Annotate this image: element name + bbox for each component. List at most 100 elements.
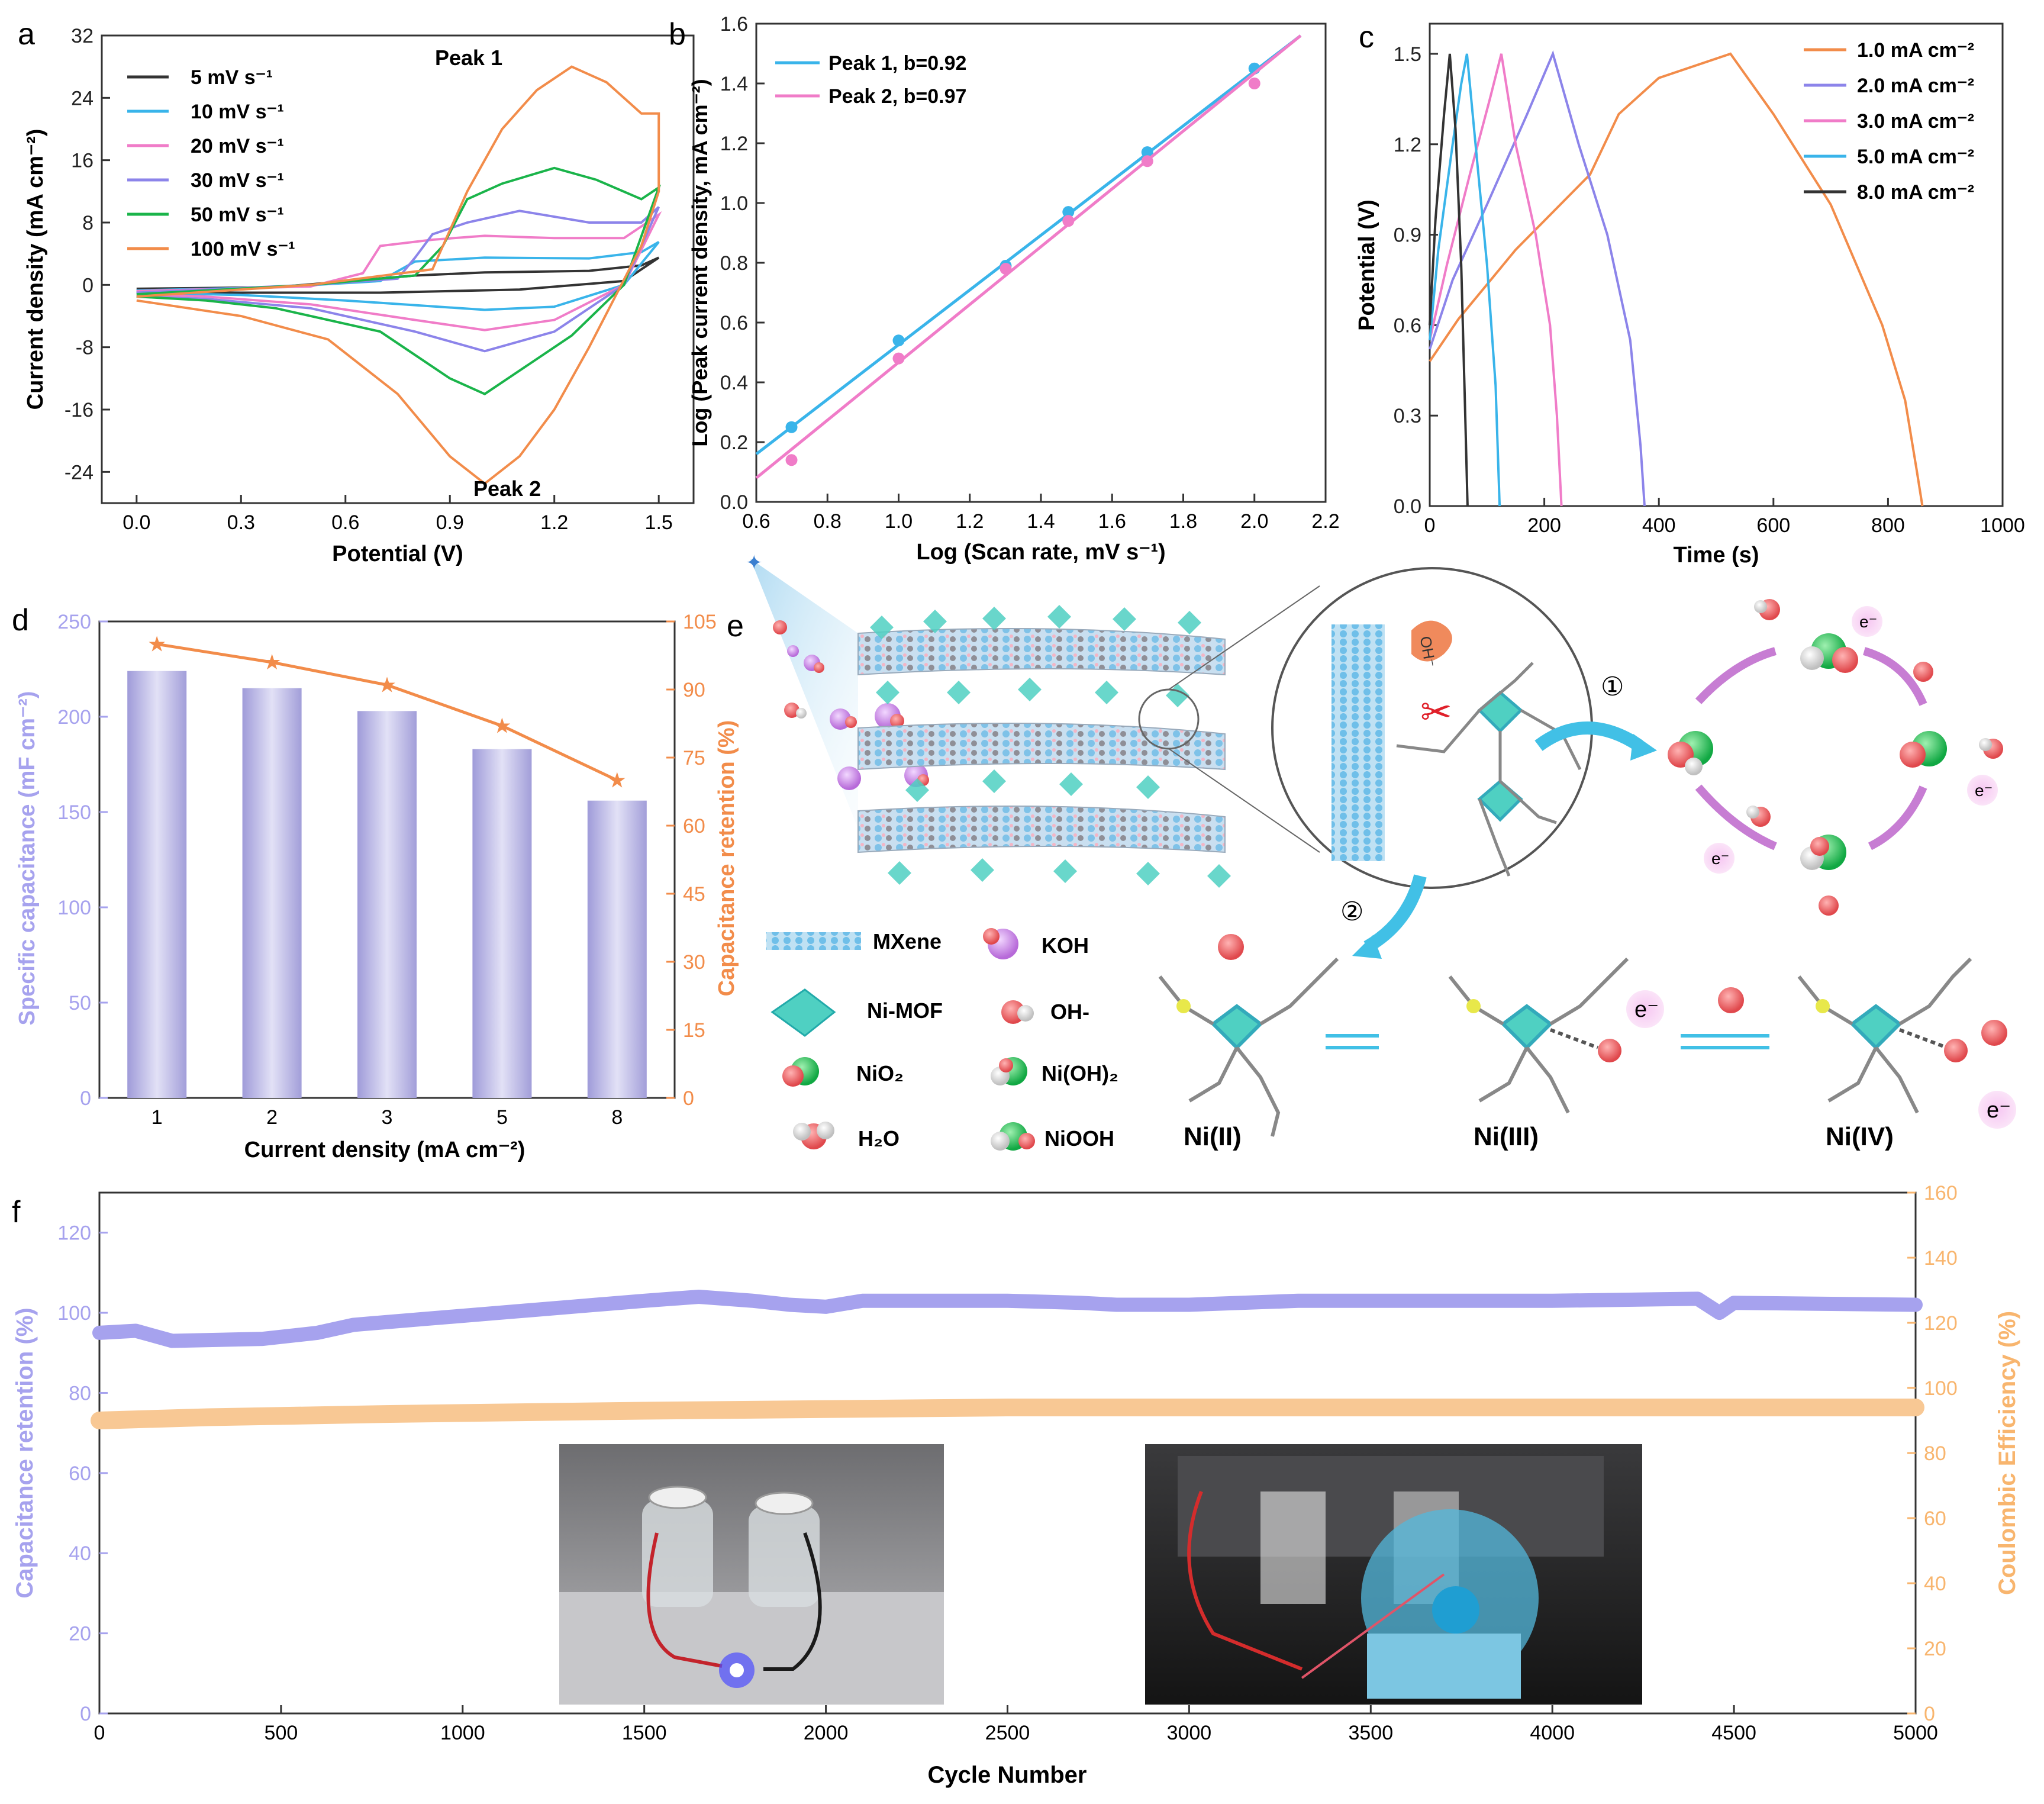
chart-d-x-tick-label: 3: [382, 1106, 393, 1129]
photo-fan-device: [1145, 1444, 1642, 1705]
panel-a: a 0.0 0.3 0.6 0.9 1.2 1.5 -24 -16 -8 0 8 16 24 32 5 m…: [18, 17, 695, 566]
chart-a-ylabel: Current density (mA cm⁻²): [23, 129, 48, 410]
panel-e: e ✦: [727, 552, 2016, 1151]
chart-b-ylabel: Log (Peak current density, mA cm⁻²): [688, 79, 712, 446]
chart-b-y-tick-label: 0.6: [720, 312, 748, 334]
legend-c-label-0: 1.0 mA cm⁻²: [1857, 39, 1974, 62]
chart-a-y-tick-label: 16: [71, 150, 94, 172]
data-point-0-4: [1141, 146, 1153, 159]
chart-b-x-tick-label: 1.0: [885, 510, 913, 533]
legend-a-label-1: 10 mV s⁻¹: [191, 101, 284, 123]
chart-f-y2-tick-label: 20: [1924, 1638, 1946, 1660]
legend-b-label-1: Peak 2, b=0.97: [828, 85, 966, 108]
chart-b-plot: [755, 34, 1302, 479]
legend-koh: KOH: [1042, 933, 1089, 958]
chart-f-x-tick-label: 1000: [440, 1722, 485, 1744]
chart-d-y-tick-label: 250: [57, 611, 91, 633]
chart-b-x-tick-label: 1.2: [956, 510, 984, 533]
chart-a-x-tick-label: 0.0: [122, 511, 150, 534]
chart-d-y-tick-label: 0: [80, 1087, 91, 1110]
chart-f-y2-tick-label: 60: [1924, 1507, 1946, 1530]
chart-c-y-tick-label: 1.2: [1394, 134, 1421, 156]
redox-cycle: e⁻ e⁻ e⁻: [1668, 599, 2003, 916]
panel-label-d: d: [12, 603, 29, 637]
chart-f-x-tick-label: 1500: [622, 1722, 667, 1744]
capacitance-bar-5: [472, 749, 532, 1098]
chart-d-x-tick-label: 5: [497, 1106, 508, 1129]
panel-b: b 0.6 0.8 1.0 1.2 1.4 1.6 1.8 2.0 2.20.00.20.40.…: [669, 13, 1340, 565]
legend-mxene-icon: [766, 932, 861, 950]
chart-b-x-tick-label: 1.4: [1027, 510, 1055, 533]
legend-h2o-icon: [793, 1122, 834, 1149]
chart-f-x-tick-label: 2500: [985, 1722, 1030, 1744]
chart-d-y2-tick-label: 15: [683, 1019, 705, 1042]
legend-a-label-3: 30 mV s⁻¹: [191, 169, 284, 192]
step1-arrow: [1534, 721, 1643, 752]
panel-c: c 0 200 400 600 800 1000 0.0 0.3 0.6 0.9 1.2 1.5 1.…: [1355, 20, 2025, 568]
chart-a-y-tick-label: 0: [82, 274, 94, 297]
chart-b-x-tick-label: 1.8: [1169, 510, 1197, 533]
retention-marker-2: ★: [378, 672, 396, 697]
chart-f-x-tick-label: 4000: [1530, 1722, 1575, 1744]
chart-d-y2label: Capacitance retention (%): [714, 720, 739, 997]
legend-c-label-1: 2.0 mA cm⁻²: [1857, 75, 1974, 97]
chart-b-y-tick-label: 1.2: [720, 133, 748, 155]
chart-a-x-tick-label: 0.9: [436, 511, 464, 534]
state-ni2: Ni(II): [1184, 1122, 1242, 1151]
step1-label: ①: [1601, 672, 1624, 701]
chart-a-x-tick-label: 1.5: [645, 511, 673, 534]
gcd-curve-4: [1429, 53, 1469, 507]
capacitance-bar-1: [127, 671, 187, 1098]
chart-c-y-tick-label: 1.5: [1394, 43, 1421, 66]
chart-f-y2-tick-label: 100: [1924, 1377, 1958, 1400]
chart-a-y-tick-label: -24: [65, 461, 94, 484]
chart-d-x-tick-label: 8: [611, 1106, 623, 1129]
retention-marker-0: ★: [147, 632, 166, 656]
capacitance-bar-3: [357, 711, 417, 1098]
data-point-0-0: [785, 421, 798, 433]
chart-d-y2-tick-label: 90: [683, 679, 705, 701]
chart-b-xlabel: Log (Scan rate, mV s⁻¹): [916, 540, 1165, 565]
legend-c-label-4: 8.0 mA cm⁻²: [1857, 181, 1974, 204]
legend-a-label-5: 100 mV s⁻¹: [191, 238, 295, 260]
data-point-0-3: [1062, 206, 1075, 218]
chart-b-y-tick-label: 0.8: [720, 252, 748, 275]
chart-f-y-tick-label: 120: [57, 1222, 91, 1245]
chart-f-ylabel: Capacitance retention (%): [12, 1307, 38, 1598]
ni3-electron: e⁻: [1634, 997, 1659, 1022]
gcd-curve-0: [1429, 52, 1924, 507]
data-point-1-2: [1000, 263, 1012, 275]
chart-d-x-tick-label: 2: [266, 1106, 278, 1129]
svg-text:e⁻: e⁻: [1859, 613, 1877, 631]
data-point-1-4: [1141, 155, 1153, 167]
chart-b-x-tick-label: 1.6: [1098, 510, 1126, 533]
chart-a-xlabel: Potential (V): [332, 542, 463, 566]
chart-d-x-tick-label: 1: [151, 1106, 163, 1129]
svg-text:e⁻: e⁻: [1711, 849, 1729, 868]
legend-a-label-2: 20 mV s⁻¹: [191, 135, 284, 157]
nio-molecule-right: [1900, 731, 1947, 768]
legend-c-label-3: 5.0 mA cm⁻²: [1857, 146, 1974, 168]
chart-c-ylabel: Potential (V): [1355, 199, 1379, 331]
ni4-oh: [1944, 1039, 1968, 1062]
ion-beam: ✦: [746, 552, 929, 829]
capacitance-bar-8: [587, 800, 647, 1098]
chart-f-y2label: Coulombic Efficiency (%): [1994, 1311, 2020, 1595]
legend-a-label-0: 5 mV s⁻¹: [191, 66, 273, 89]
cv-curve-3: [136, 206, 660, 353]
capacitance-bar-2: [242, 688, 302, 1098]
chart-b-y-tick-label: 1.6: [720, 13, 748, 36]
chart-b-x-tick-label: 2.2: [1311, 510, 1339, 533]
chart-b-ticks: 0.6 0.8 1.0 1.2 1.4 1.6 1.8 2.0 2.2 0.0 0.2 0.4 0.6 0…: [720, 13, 1340, 533]
panel-label-c: c: [1359, 20, 1374, 54]
chart-c-y-tick-label: 0.6: [1394, 314, 1421, 337]
panel-label-a: a: [18, 17, 35, 51]
chart-a-y-tick-label: 24: [71, 87, 94, 109]
chart-d-y2-tick-label: 30: [683, 951, 705, 974]
water-molecules: [1746, 599, 2003, 916]
ni3-oh: [1598, 1039, 1621, 1062]
chart-f-y2-tick-label: 0: [1924, 1703, 1935, 1725]
chart-f-x-tick-label: 4500: [1711, 1722, 1756, 1744]
chart-d-y2-tick-label: 0: [683, 1087, 694, 1110]
chart-b-legend: Peak 1, b=0.92 Peak 2, b=0.97: [775, 52, 966, 108]
